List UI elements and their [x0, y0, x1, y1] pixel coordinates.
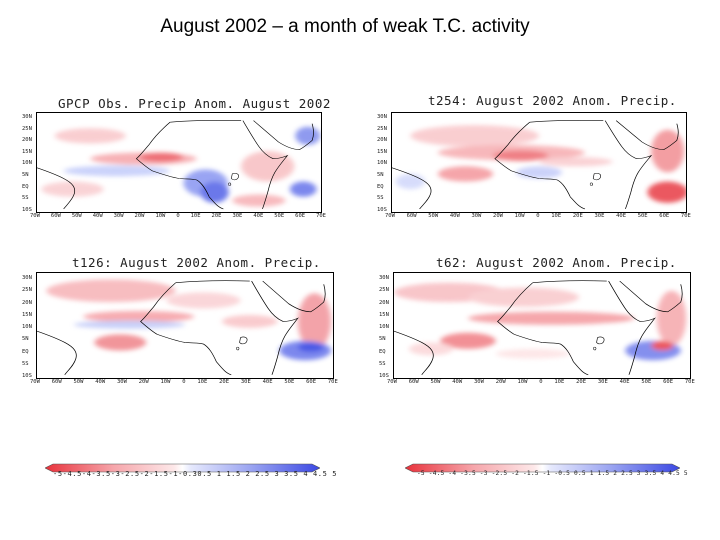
lon-axis: 70W 60W 50W 40W 30W 20W 10W 0 10E 20E 30E 40E 50E 60E… [387, 379, 695, 385]
lat-axis: 30N 25N 20N 15N 10N 5N EQ 5S 10S [379, 275, 389, 380]
colorbar-right: -5 -4.5 -4 -3.5 -3 -2.5 -2 -1.5 -1 -0.5 … [404, 460, 688, 478]
lat-axis: 30N 25N 20N 15N 10N 5N EQ 5S 10S [22, 114, 32, 213]
panel-title: GPCP Obs. Precip Anom. August 2002 [58, 96, 331, 111]
lat-axis: 30N 25N 20N 15N 10N 5N EQ 5S 10S [22, 275, 32, 380]
panel-title: t254: August 2002 Anom. Precip. [428, 93, 677, 108]
panel-title: t126: August 2002 Anom. Precip. [72, 255, 321, 270]
lon-axis: 70W 60W 50W 40W 30W 20W 10W 0 10E 20E 30E 40E 50E 60E… [385, 213, 691, 219]
lon-axis: 70W 60W 50W 40W 30W 20W 10W 0 10E 20E 30E 40E 50E 60E… [30, 213, 326, 219]
colorbar-labels: -5-4.5-4-3.5-3-2.5-2-1.5-1-0.30.5 1 1.5 … [53, 470, 338, 478]
precip-map-t62 [393, 272, 691, 379]
slide-title: August 2002 – a month of weak T.C. activ… [160, 16, 530, 37]
precip-map-gpcp [36, 112, 322, 213]
panel-title: t62: August 2002 Anom. Precip. [436, 255, 677, 270]
colorbar-labels: -5 -4.5 -4 -3.5 -3 -2.5 -2 -1.5 -1 -0.5 … [417, 470, 688, 477]
colorbar-left: -5-4.5-4-3.5-3-2.5-2-1.5-1-0.30.5 1 1.5 … [44, 460, 336, 478]
lon-axis: 70W 60W 50W 40W 30W 20W 10W 0 10E 20E 30E 40E 50E 60E… [30, 379, 338, 385]
lat-axis: 30N 25N 20N 15N 10N 5N EQ 5S 10S [377, 114, 387, 213]
precip-map-t126 [36, 272, 334, 379]
precip-map-t254 [391, 112, 687, 213]
